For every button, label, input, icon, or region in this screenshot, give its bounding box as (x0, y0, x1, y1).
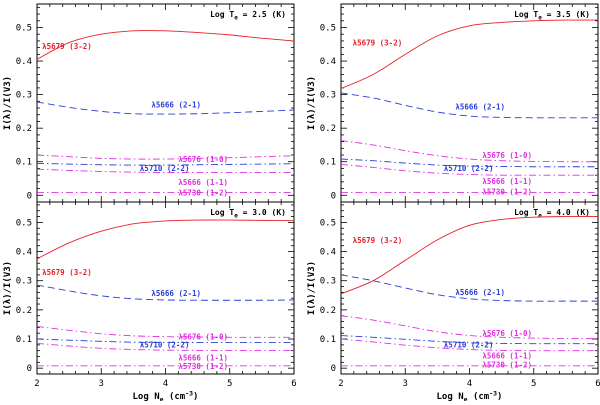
y-tick-label: 0.3 (320, 277, 336, 287)
series-label: λ5666 (2-1) (455, 288, 505, 297)
y-tick-label: 0.1 (320, 335, 336, 345)
panel-1: 0 0.1 0.2 0.3 0.4 0.5 Log Te = 2.5 (K) λ5679 (3… (16, 3, 295, 203)
series-label: λ5710 (2-2) (444, 164, 494, 173)
panel-2: 0 0.1 0.2 0.3 0.4 0.5 Log Te = 3.5 (K) λ5679 (3… (320, 3, 599, 203)
series-label: λ5710 (2-2) (140, 340, 190, 349)
series-label: λ5679 (3-2) (42, 42, 92, 51)
x-tick-label: 3 (403, 379, 408, 389)
series-label: λ5710 (2-2) (444, 340, 494, 349)
x-tick-label: 6 (595, 379, 600, 389)
x-tick-label: 5 (227, 379, 232, 389)
y-tick-label: 0 (331, 364, 336, 374)
y-tick-label: 0.1 (16, 158, 32, 168)
panel-title: Log Te = 3.5 (K) (514, 10, 590, 22)
x-axis-title: Log Ne (cm-3) (437, 390, 503, 402)
y-tick-label: 0 (27, 191, 32, 201)
series-label: λ5679 (3-2) (353, 236, 403, 245)
panel-4: 0 0.1 0.2 0.3 0.4 0.5 2 3 4 5 6 Log Te = 4.0 (K) λ56… (320, 201, 600, 389)
y-axis-title: I(λ)/I(V3) (307, 76, 317, 130)
series-line (36, 154, 295, 160)
series-label: λ5676 (1-0) (482, 151, 532, 160)
y-tick-label: 0.3 (16, 91, 32, 101)
axis-titles: I(λ)/I(V3) I(λ)/I(V3) I(λ)/I(V3) Log Ne (cm… (3, 76, 503, 404)
series-label: λ5730 (1-2) (482, 187, 532, 196)
y-tick-label: 0.3 (320, 91, 336, 101)
x-tick-label: 6 (291, 379, 296, 389)
series-label: λ5679 (3-2) (353, 39, 403, 48)
series-label: λ5730 (1-2) (178, 362, 228, 371)
series-label: λ5710 (2-2) (140, 164, 190, 173)
y-tick-label: 0.1 (320, 158, 336, 168)
x-tick-label: 4 (163, 379, 168, 389)
y-tick-label: 0.2 (320, 124, 336, 134)
panel-title: Log Te = 2.5 (K) (210, 10, 286, 22)
y-tick-label: 0.4 (16, 57, 32, 67)
y-tick-label: 0.5 (16, 218, 32, 228)
y-tick-label: 0.5 (320, 23, 336, 33)
series-line (340, 216, 599, 295)
series-label: λ5666 (2-1) (151, 289, 201, 298)
panel-title: Log Te = 4.0 (K) (514, 208, 590, 220)
series-line (340, 140, 599, 163)
y-tick-label: 0.4 (16, 248, 32, 258)
series-label: λ5730 (1-2) (482, 361, 532, 370)
y-tick-label: 0.2 (16, 306, 32, 316)
series-label: λ5666 (1-1) (178, 354, 228, 363)
y-tick-label: 0 (331, 191, 336, 201)
y-tick-label: 0.4 (320, 57, 336, 67)
x-tick-label: 2 (34, 379, 39, 389)
y-axis-title: I(λ)/I(V3) (3, 261, 13, 315)
panel-title: Log Te = 3.0 (K) (210, 208, 286, 220)
series-line (340, 315, 599, 339)
y-axis-title: I(λ)/I(V3) (307, 261, 317, 315)
series-line (36, 326, 294, 338)
x-tick-label: 2 (338, 379, 343, 389)
series-label: λ5666 (1-1) (482, 177, 532, 186)
x-tick-label: 5 (531, 379, 536, 389)
series-line (36, 219, 295, 260)
panel-3: 0 0.1 0.2 0.3 0.4 0.5 2 3 4 5 6 Log Te = 3.0 (K) λ56… (16, 201, 297, 389)
series-label: λ5676 (1-0) (178, 333, 228, 342)
panels-layer: 0 0.1 0.2 0.3 0.4 0.5 Log Te = 2.5 (K) λ5679 (3… (16, 3, 600, 389)
y-tick-label: 0.4 (320, 248, 336, 258)
series-label: λ5730 (1-2) (178, 189, 228, 198)
y-tick-label: 0.1 (16, 335, 32, 345)
series-label: λ5666 (1-1) (178, 178, 228, 187)
x-axis-title: Log Ne (cm-3) (133, 390, 199, 402)
y-tick-label: 0 (27, 364, 32, 374)
series-label: λ5666 (2-1) (455, 102, 505, 111)
y-tick-label: 0.3 (16, 277, 32, 287)
x-tick-label: 3 (99, 379, 104, 389)
series-label: λ5679 (3-2) (42, 268, 92, 277)
y-tick-label: 0.5 (320, 218, 336, 228)
y-tick-label: 0.2 (320, 306, 336, 316)
series-label: λ5676 (1-0) (482, 329, 532, 338)
series-label: λ5666 (2-1) (151, 101, 201, 110)
series-line (36, 30, 295, 60)
series-label: λ5666 (1-1) (482, 352, 532, 361)
y-tick-label: 0.2 (16, 124, 32, 134)
x-tick-label: 4 (467, 379, 472, 389)
series-label: λ5676 (1-0) (178, 155, 228, 164)
series-line (340, 19, 599, 89)
y-tick-label: 0.5 (16, 23, 32, 33)
y-axis-title: I(λ)/I(V3) (3, 76, 13, 130)
